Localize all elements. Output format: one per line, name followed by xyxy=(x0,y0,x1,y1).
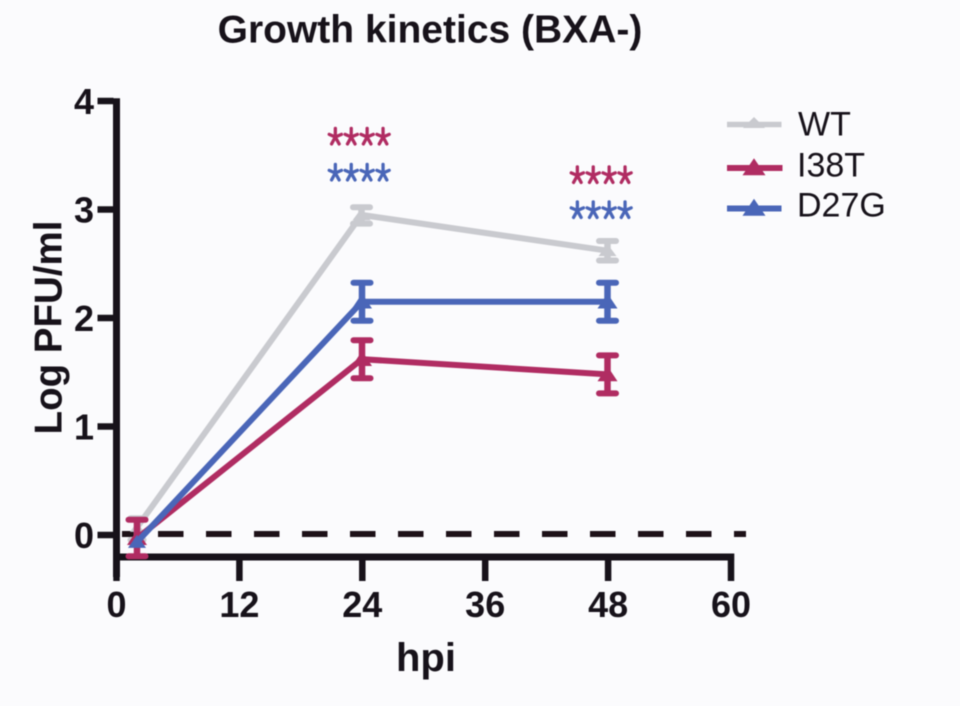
svg-text:36: 36 xyxy=(465,584,505,625)
svg-text:hpi: hpi xyxy=(396,636,456,680)
svg-text:4: 4 xyxy=(74,81,94,122)
svg-text:60: 60 xyxy=(711,584,751,625)
svg-text:D27G: D27G xyxy=(797,187,886,225)
svg-text:Log PFU/ml: Log PFU/ml xyxy=(28,221,71,435)
svg-text:I38T: I38T xyxy=(797,147,865,185)
svg-text:2: 2 xyxy=(74,298,94,339)
svg-text:48: 48 xyxy=(588,584,628,625)
svg-text:0: 0 xyxy=(74,515,94,556)
svg-text:3: 3 xyxy=(74,190,94,231)
svg-text:24: 24 xyxy=(342,584,382,625)
svg-text:0: 0 xyxy=(106,584,126,625)
svg-text:1: 1 xyxy=(74,407,94,448)
svg-text:Growth kinetics (BXA-): Growth kinetics (BXA-) xyxy=(218,9,643,52)
svg-text:WT: WT xyxy=(798,106,851,144)
svg-text:12: 12 xyxy=(219,584,259,625)
